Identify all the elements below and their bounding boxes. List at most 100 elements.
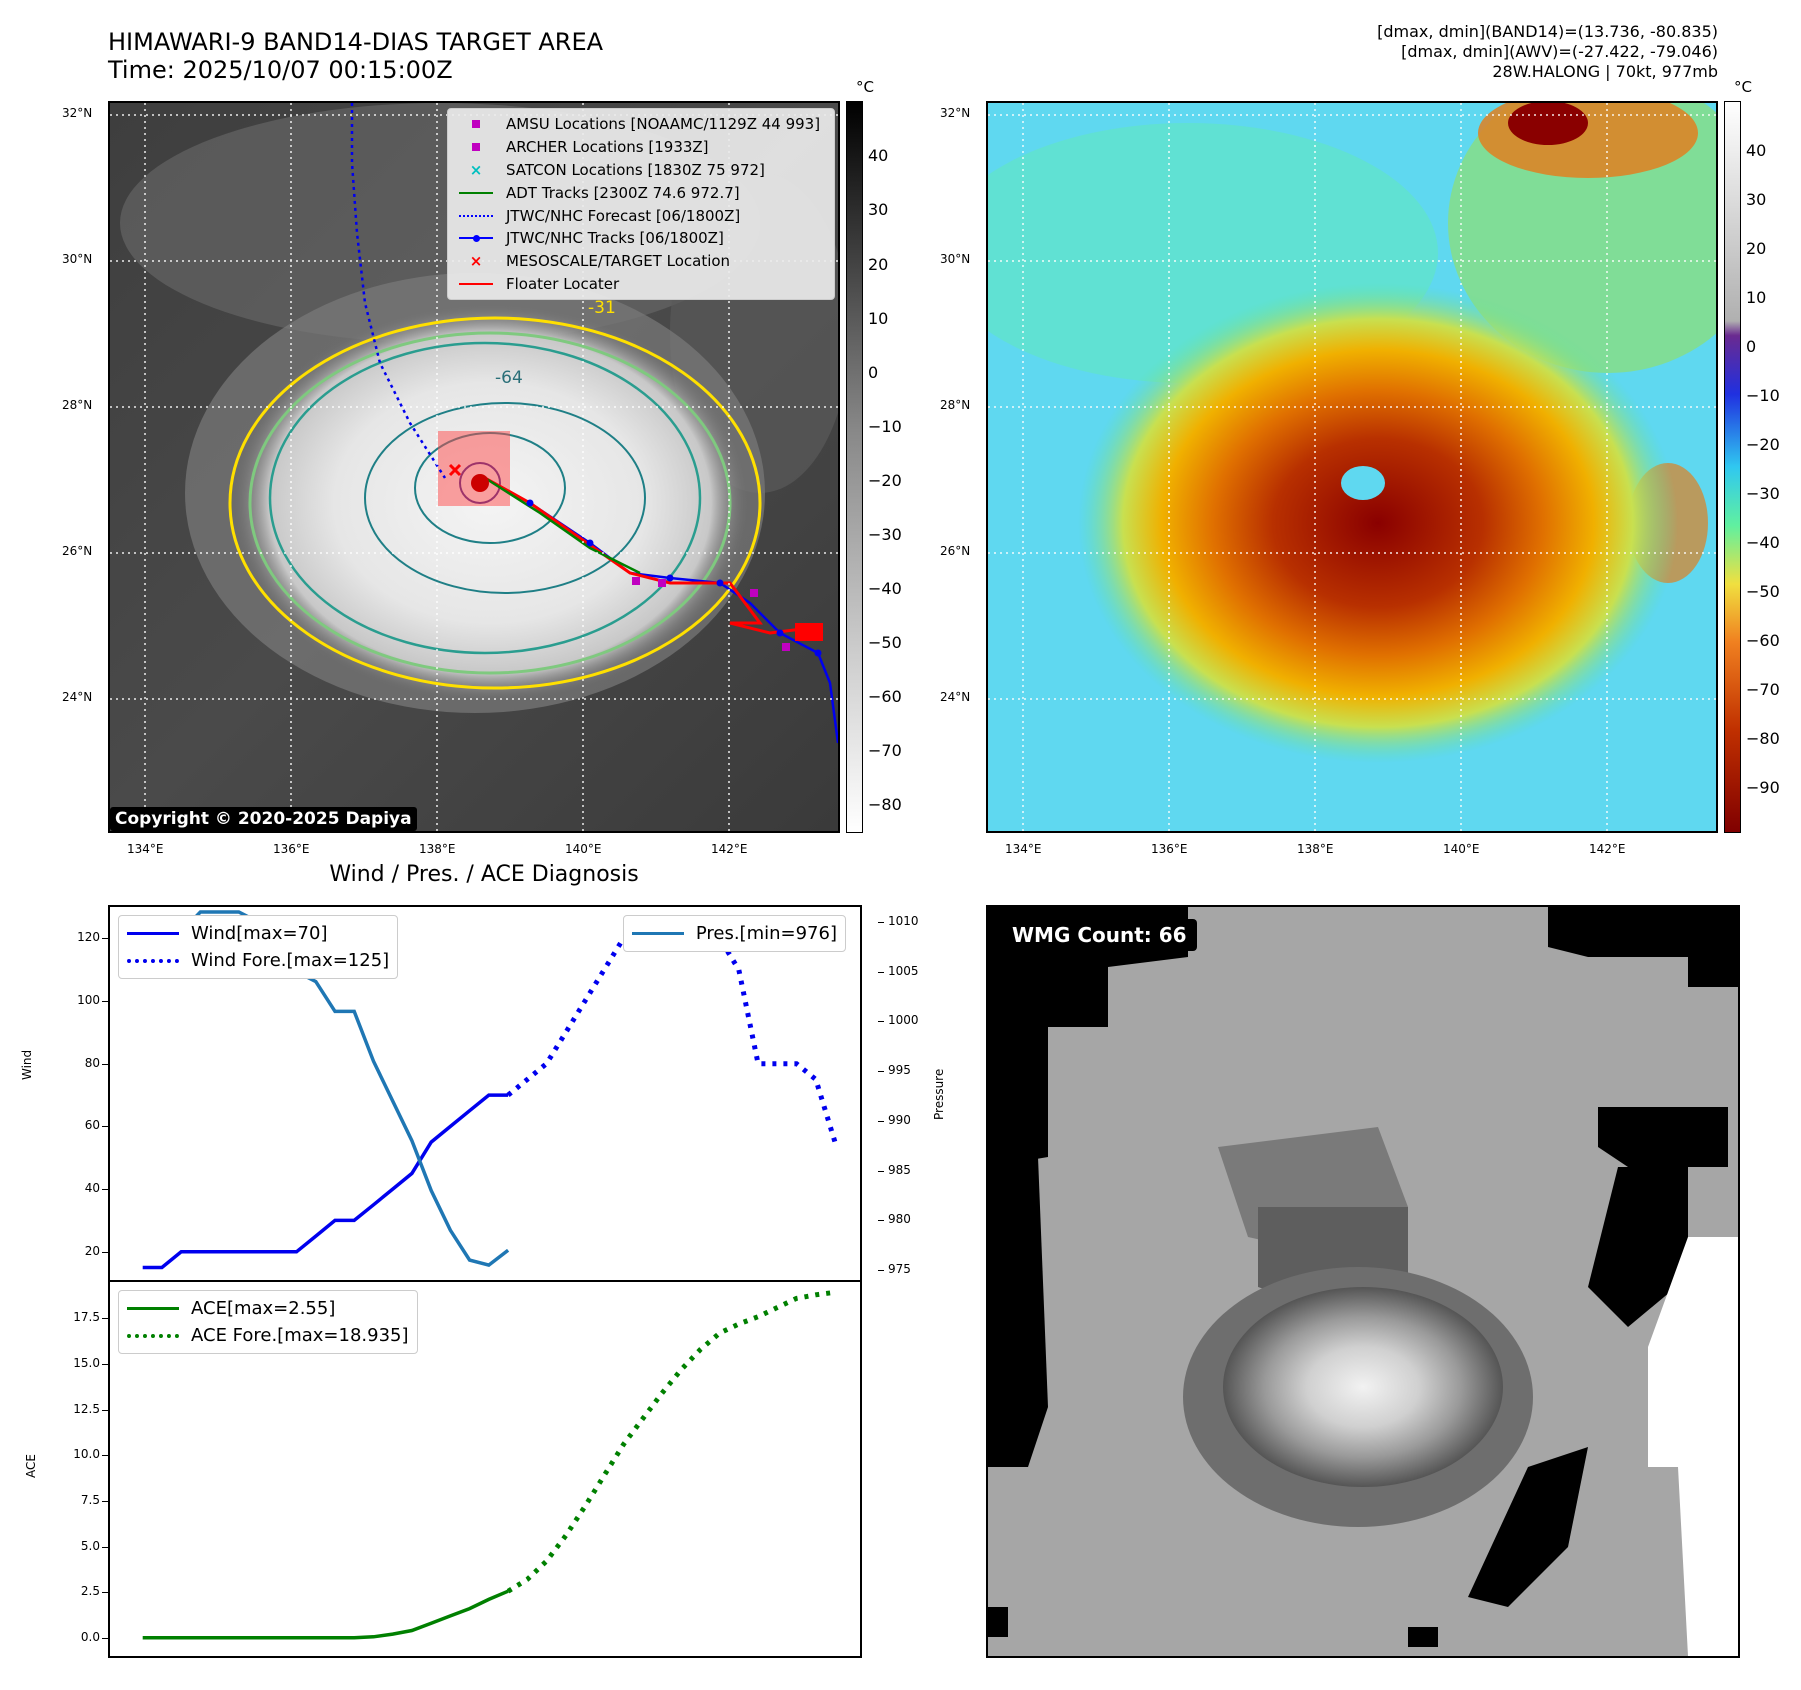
ace-tick: 12.5	[73, 1401, 100, 1416]
wind-tick: 60	[84, 1118, 100, 1133]
forecast-track	[350, 103, 447, 479]
wind-tick-mark	[102, 938, 108, 940]
wind-tick: 120	[77, 930, 100, 945]
ir-color-map	[986, 101, 1718, 833]
wind-tick-mark	[102, 1251, 108, 1253]
pressure-tick: 980	[888, 1212, 911, 1227]
pressure-tick: 1000	[888, 1013, 919, 1028]
lat-label: 28°N	[62, 398, 93, 412]
lat-label: 30°N	[940, 252, 971, 266]
legend-wind: Wind[max=70]	[127, 920, 389, 947]
pressure-tick-mark	[878, 1170, 884, 1172]
wind-line	[142, 1093, 509, 1270]
ace-tick-mark	[102, 1637, 108, 1639]
gray-colorbar-label: 10	[868, 309, 889, 328]
lon-label: 142°E	[711, 842, 748, 856]
ace-panel: ACE[max=2.55] ACE Fore.[max=18.935]	[108, 1280, 862, 1658]
wind-tick-mark	[102, 1189, 108, 1191]
gray-colorbar-label: −40	[868, 579, 902, 598]
gray-colorbar-label: −50	[868, 633, 902, 652]
lat-label: 24°N	[62, 690, 93, 704]
gray-colorbar-label: −80	[868, 795, 902, 814]
gray-colorbar	[846, 101, 863, 833]
gray-colorbar-unit: °C	[856, 78, 874, 96]
pressure-tick-mark	[878, 1270, 884, 1272]
ace-tick-mark	[102, 1546, 108, 1548]
legend-ace-fore: ACE Fore.[max=18.935]	[127, 1322, 409, 1349]
ace-tick-mark	[102, 1500, 108, 1502]
color-colorbar-label: 30	[1746, 190, 1767, 209]
color-colorbar-label: −10	[1746, 386, 1780, 405]
adt-track	[484, 476, 641, 575]
band14-range: [dmax, dmin](BAND14)=(13.736, -80.835)	[1377, 22, 1718, 41]
color-colorbar-label: 0	[1746, 337, 1757, 356]
floater-track	[484, 476, 811, 635]
color-colorbar-label: −40	[1746, 533, 1780, 552]
gray-colorbar-label: −10	[868, 417, 902, 436]
wind-pres-plot	[142, 910, 838, 1270]
color-colorbar-label: 20	[1746, 239, 1767, 258]
legend-floater: Floater Locater	[456, 273, 826, 296]
legend-ace: ACE[max=2.55]	[127, 1295, 409, 1322]
ace-tick: 10.0	[73, 1447, 100, 1462]
pressure-tick: 975	[888, 1262, 911, 1277]
ace-tick-mark	[102, 1409, 108, 1411]
storm-center	[471, 474, 489, 492]
pressure-tick-mark	[878, 1120, 884, 1122]
ace-line	[142, 1589, 509, 1640]
awv-range: [dmax, dmin](AWV)=(-27.422, -79.046)	[1401, 42, 1718, 61]
ace-plot	[142, 1289, 836, 1640]
color-colorbar-label: −50	[1746, 582, 1780, 601]
wind-forecast-line	[506, 920, 838, 1143]
legend-adt: ADT Tracks [2300Z 74.6 972.7]	[456, 181, 826, 204]
legend-amsu: AMSU Locations [NOAAMC/1129Z 44 993]	[456, 113, 826, 136]
amsu-markers	[632, 577, 790, 651]
color-colorbar-unit: °C	[1734, 78, 1752, 96]
ace-tick: 5.0	[80, 1538, 100, 1553]
color-colorbar-label: 10	[1746, 288, 1767, 307]
lon-label: 138°E	[1297, 842, 1334, 856]
color-colorbar-label: −60	[1746, 631, 1780, 650]
pressure-line	[142, 910, 510, 1268]
gray-colorbar-label: 20	[868, 255, 889, 274]
wind-tick-mark	[102, 1001, 108, 1003]
lat-label: 32°N	[62, 106, 93, 120]
wind-tick-mark	[102, 1126, 108, 1128]
wind-tick: 100	[77, 993, 100, 1008]
ace-tick-mark	[102, 1592, 108, 1594]
pressure-tick-mark	[878, 1220, 884, 1222]
gray-colorbar-label: 0	[868, 363, 879, 382]
ace-tick-mark	[102, 1455, 108, 1457]
color-colorbar-label: −80	[1746, 729, 1780, 748]
pressure-axis-label: Pressure	[932, 1068, 946, 1120]
target-marker	[448, 463, 462, 477]
legend-pres: Pres.[min=976]	[631, 920, 837, 947]
legend-target: × MESOSCALE/TARGET Location	[469, 252, 731, 271]
color-colorbar-label: −90	[1746, 778, 1780, 797]
wind-legend: Wind[max=70] Wind Fore.[max=125]	[118, 915, 399, 979]
lat-label: 26°N	[62, 544, 93, 558]
wind-tick: 80	[84, 1055, 100, 1070]
ace-tick: 17.5	[73, 1310, 100, 1325]
gray-colorbar-label: 40	[868, 146, 889, 165]
legend-wind-fore: Wind Fore.[max=125]	[127, 947, 389, 974]
lat-label: 24°N	[940, 690, 971, 704]
pressure-tick: 1005	[888, 963, 919, 978]
lon-label: 134°E	[1005, 842, 1042, 856]
color-colorbar-label: −20	[1746, 435, 1780, 454]
lat-label: 32°N	[940, 106, 971, 120]
lon-label: 136°E	[273, 842, 310, 856]
pressure-tick-mark	[878, 1071, 884, 1073]
lon-label: 140°E	[565, 842, 602, 856]
lat-label: 28°N	[940, 398, 971, 412]
pressure-tick-mark	[878, 1021, 884, 1023]
wmg-image	[988, 907, 1738, 1656]
ace-tick-mark	[102, 1318, 108, 1320]
pressure-tick: 1010	[888, 913, 919, 928]
lon-label: 140°E	[1443, 842, 1480, 856]
color-colorbar	[1724, 101, 1741, 833]
lon-label: 136°E	[1151, 842, 1188, 856]
contour-label-31: -31	[588, 298, 616, 318]
gray-colorbar-label: −60	[868, 687, 902, 706]
ace-forecast-line	[506, 1289, 836, 1594]
